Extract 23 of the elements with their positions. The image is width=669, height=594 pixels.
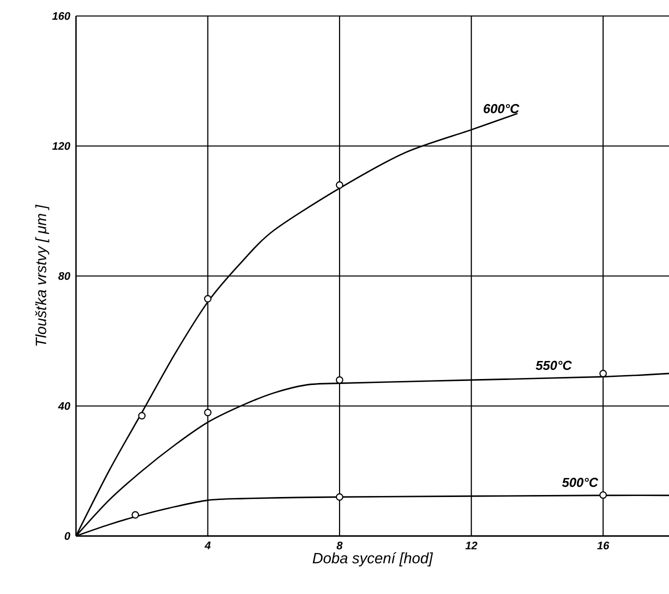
y-tick-label: 0 bbox=[64, 532, 70, 540]
series-label: 500°C bbox=[562, 478, 598, 487]
point bbox=[204, 295, 212, 302]
x-tick-label: 12 bbox=[465, 542, 478, 550]
y-tick-label: 120 bbox=[52, 142, 70, 150]
y-axis-title: Tloušťka vrstvy [ μm ] bbox=[35, 204, 50, 346]
point bbox=[336, 376, 344, 384]
point bbox=[599, 370, 607, 378]
x-tick-label: 8 bbox=[336, 542, 343, 550]
point bbox=[336, 181, 344, 189]
x-tick-label: 4 bbox=[204, 542, 211, 550]
x-tick-label: 16 bbox=[597, 542, 610, 550]
point bbox=[204, 408, 212, 416]
series-label: 600°C bbox=[484, 104, 520, 114]
y-tick-label: 80 bbox=[58, 272, 70, 280]
x-axis-title: Doba sycení [hod] bbox=[312, 552, 433, 566]
point bbox=[599, 491, 607, 499]
y-tick-label: 40 bbox=[58, 402, 70, 410]
series-label: 550°C bbox=[536, 360, 572, 370]
point bbox=[336, 493, 344, 501]
point bbox=[132, 511, 140, 519]
point bbox=[138, 412, 146, 420]
y-tick-label: 160 bbox=[52, 12, 70, 20]
